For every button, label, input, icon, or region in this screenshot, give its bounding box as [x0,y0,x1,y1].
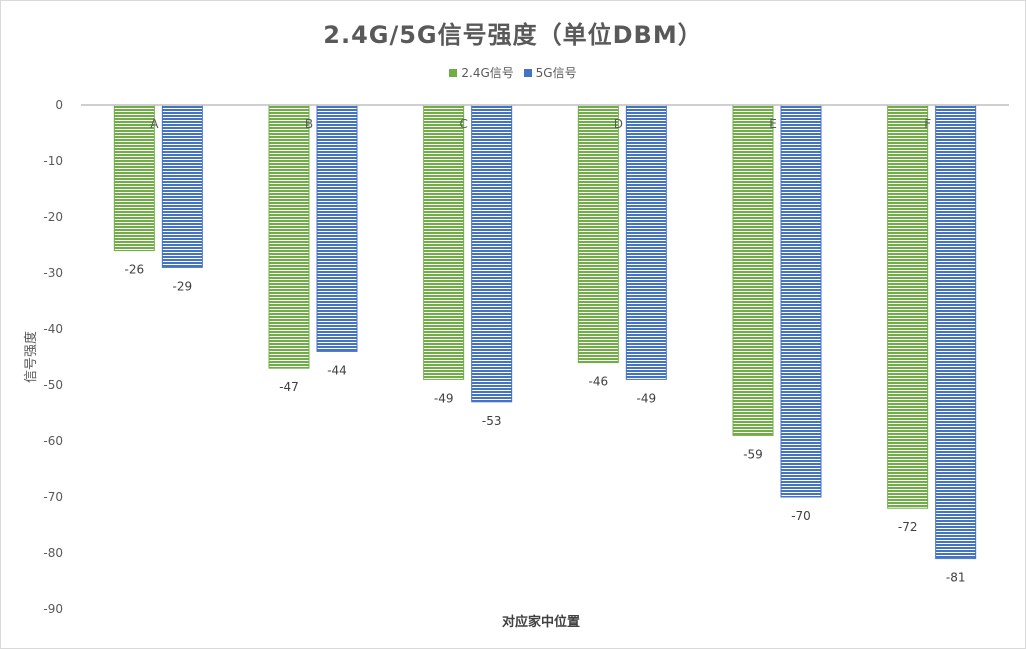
data-label: -47 [279,380,299,394]
data-label: -81 [946,571,966,585]
y-tick-label: -90 [43,602,63,616]
bar-series-1-C [423,104,465,380]
bar-series-1-A [113,104,155,252]
bar-series-1-E [732,104,774,436]
bar-series-2-F [935,104,977,560]
bar-series-1-B [268,104,310,369]
category-labels: A B C D E F [150,117,931,131]
y-tick-label: -50 [43,378,63,392]
y-tick-label: -40 [43,322,63,336]
bar-series-2-E [780,104,822,498]
bar-series-1-F [887,104,929,509]
bars [113,104,977,560]
data-label: -49 [434,391,454,405]
bar-series-2-C [471,104,513,403]
legend-label-series-2: 5G信号 [535,66,577,80]
data-label: -26 [125,263,145,277]
bar-series-2-B [316,104,358,352]
y-tick-label: -20 [43,210,63,224]
data-label: -29 [173,279,193,293]
data-label: -72 [898,520,918,534]
legend-item-series-1: 2.4G信号 [449,64,514,81]
x-axis-title: 对应家中位置 [502,614,580,630]
legend: 2.4G信号 5G信号 [1,64,1025,81]
data-label: -44 [327,363,347,377]
data-label: -59 [743,447,763,461]
bar-series-2-A [161,104,203,268]
legend-swatch-series-2 [523,68,532,77]
legend-swatch-series-1 [449,68,458,77]
y-tick-label: -60 [43,434,63,448]
category-label: D [614,117,623,131]
data-label: -53 [482,414,502,428]
y-tick-label: -30 [43,266,63,280]
chart-title: 2.4G/5G信号强度（单位DBM） [323,21,703,49]
y-tick-label: -10 [43,154,63,168]
category-label: B [305,117,313,131]
data-label: -46 [589,375,609,389]
data-label: -70 [791,509,811,523]
y-tick-label: -70 [43,490,63,504]
y-tick-label: 0 [55,98,63,112]
y-tick-label: -80 [43,546,63,560]
bar-series-1-D [577,104,619,364]
bar-series-2-D [625,104,667,380]
category-label: E [769,117,777,131]
data-label: -49 [637,391,657,405]
category-label: C [459,117,467,131]
legend-label-series-1: 2.4G信号 [461,66,514,80]
y-axis: 0 -10 -20 -30 -40 -50 -60 -70 -80 -90 [43,98,63,616]
category-label: A [150,117,159,131]
y-axis-title: 信号强度 [23,331,39,383]
data-labels: -26 -29 -47 -44 -49 -53 -46 -49 -59 -70 -72 -81 [125,263,966,585]
category-label: F [924,117,931,131]
legend-item-series-2: 5G信号 [523,64,577,81]
